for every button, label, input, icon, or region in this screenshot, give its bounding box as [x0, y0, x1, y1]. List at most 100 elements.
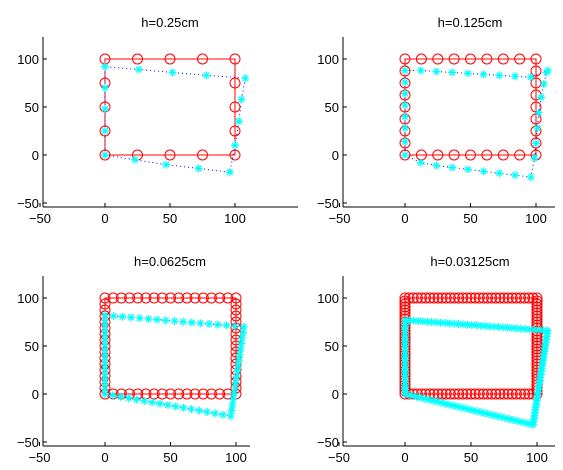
deformed-node-marker — [202, 71, 211, 80]
deformed-node-marker — [101, 350, 109, 359]
original-node-marker — [197, 53, 208, 65]
deformed-node-marker — [489, 411, 498, 420]
deformed-node-marker — [101, 355, 109, 364]
deformed-node-marker — [499, 323, 508, 332]
original-node-marker — [498, 388, 510, 400]
original-node-marker — [510, 292, 522, 304]
deformed-node-marker — [401, 112, 409, 121]
deformed-node-marker — [445, 400, 454, 409]
original-node-marker — [164, 53, 176, 65]
original-node-marker — [461, 388, 473, 400]
deformed-node-marker — [441, 319, 450, 328]
deformed-node-marker — [530, 325, 539, 334]
deformed-node-marker — [448, 68, 457, 77]
deformed-node-marker — [108, 391, 117, 400]
original-node-marker — [448, 53, 460, 65]
original-node-marker — [115, 292, 127, 304]
deformed-node-marker — [101, 360, 109, 369]
deformed-node-marker — [238, 333, 247, 342]
x-tick-label: 50 — [463, 211, 477, 226]
deformed-node-marker — [497, 413, 506, 422]
deformed-node-marker — [401, 89, 409, 98]
original-node-marker — [448, 149, 460, 161]
deformed-node-marker — [513, 416, 522, 425]
deformed-node-marker — [534, 108, 543, 117]
deformed-node-marker — [509, 415, 518, 424]
deformed-node-marker — [495, 71, 504, 80]
original-node-marker — [420, 292, 432, 304]
x-tick-label: 100 — [525, 211, 547, 226]
deformed-node-marker — [226, 412, 235, 421]
original-node-marker — [461, 292, 473, 304]
deformed-node-marker — [543, 66, 552, 75]
deformed-node-marker — [241, 74, 250, 83]
deformed-node-marker — [101, 62, 109, 71]
deformed-node-marker — [409, 316, 418, 325]
deformed-node-marker — [235, 350, 244, 359]
original-node-marker — [453, 388, 465, 400]
y-tick-label: −50 — [17, 196, 39, 211]
original-node-marker — [214, 388, 226, 400]
x-tick-label: 50 — [464, 450, 478, 465]
deformed-node-marker — [485, 322, 494, 331]
original-node-marker — [506, 388, 518, 400]
original-node-marker — [440, 388, 452, 400]
original-node-marker — [453, 292, 465, 304]
original-node-marker — [107, 292, 119, 304]
original-node-marker — [415, 53, 427, 65]
deformed-node-marker — [463, 165, 472, 174]
deformed-node-marker — [533, 124, 542, 133]
deformed-node-marker — [409, 391, 417, 400]
y-tick-label: −50 — [17, 435, 39, 450]
deformed-node-marker — [543, 326, 552, 335]
deformed-node-marker — [512, 324, 521, 333]
original-node-marker — [531, 292, 543, 304]
deformed-node-marker — [432, 318, 441, 327]
y-tick-label: 50 — [325, 100, 339, 115]
original-node-marker — [494, 292, 506, 304]
deformed-node-marker — [401, 387, 409, 396]
original-node-marker — [490, 388, 502, 400]
original-node-marker — [531, 334, 543, 346]
y-tick-label: 50 — [325, 339, 339, 354]
original-node-marker — [399, 292, 411, 304]
original-node-marker — [229, 77, 241, 89]
deformed-node-marker — [517, 417, 526, 426]
deformed-node-marker — [233, 367, 242, 376]
deformed-node-marker — [222, 321, 231, 330]
original-node-marker — [497, 149, 509, 161]
deformed-node-marker — [144, 314, 153, 323]
deformed-node-marker — [405, 390, 413, 399]
original-node-marker — [148, 388, 160, 400]
deformed-node-marker — [101, 83, 109, 92]
original-node-marker — [197, 149, 208, 161]
original-node-marker — [230, 304, 242, 316]
deformed-node-marker — [187, 405, 196, 414]
original-node-marker — [530, 77, 542, 89]
deformed-node-marker — [427, 318, 436, 327]
x-tick-label: 50 — [163, 450, 177, 465]
original-node-marker — [407, 292, 419, 304]
original-node-marker — [531, 301, 543, 313]
deformed-node-marker — [511, 171, 520, 180]
original-node-marker — [482, 292, 493, 304]
deformed-node-marker — [530, 153, 539, 162]
original-node-marker — [205, 388, 217, 400]
original-node-marker — [506, 292, 518, 304]
original-node-marker — [173, 292, 185, 304]
original-node-marker — [469, 388, 481, 400]
deformed-node-marker — [469, 406, 478, 415]
deformed-node-marker — [101, 345, 109, 354]
deformed-node-marker — [205, 319, 214, 328]
original-node-marker — [519, 292, 531, 304]
y-tick-label: 100 — [317, 291, 339, 306]
deformed-node-marker — [135, 314, 144, 323]
subplot-1: h=0.25cm −50 0 50 100 −50 0 50 100 — [17, 15, 298, 226]
original-node-marker — [229, 125, 241, 137]
original-node-marker — [519, 388, 531, 400]
subplot-4: h=0.03125cm −50 0 50 100 −50 0 50 100 — [317, 254, 555, 465]
deformed-node-marker — [230, 384, 239, 393]
original-node-marker — [444, 388, 456, 400]
x-tick-label: 100 — [225, 450, 247, 465]
x-tick-label: −50 — [29, 211, 51, 226]
